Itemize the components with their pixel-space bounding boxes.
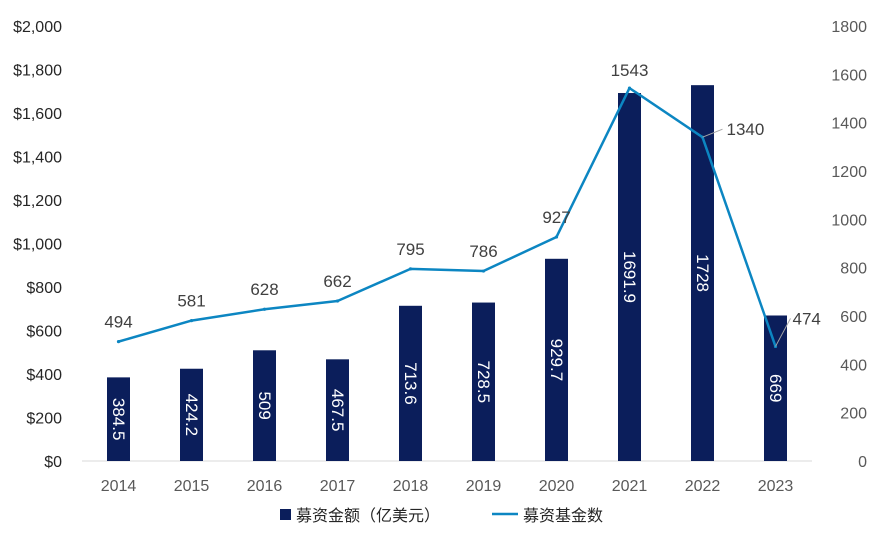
axes: $0 $200 $400 $600 $800 $1,000 $1,200 $1,400 $1,6… — [13, 19, 867, 495]
x-tick-label: 2014 — [101, 478, 137, 495]
bar — [107, 377, 130, 461]
line-point — [408, 267, 413, 271]
bar-data-label: 713.6 — [401, 362, 420, 405]
y-left-tick-label: $600 — [26, 324, 62, 341]
x-tick-label: 2019 — [466, 478, 502, 495]
y-right-tick-label: 1400 — [831, 116, 867, 133]
line-series-path — [118, 86, 777, 347]
bar-series — [107, 85, 787, 461]
bar-data-label: 384.5 — [109, 398, 128, 441]
y-left-tick-label: $0 — [44, 454, 62, 471]
bar-data-label: 424.2 — [182, 394, 201, 437]
y-right-tick-label: 1800 — [831, 19, 867, 36]
y-left-tick-label: $2,000 — [13, 19, 62, 36]
y-right-tick-label: 1600 — [831, 67, 867, 84]
bar-data-label: 509 — [255, 391, 274, 419]
y-left-tick-label: $400 — [26, 367, 62, 384]
line-point — [116, 340, 121, 344]
line-data-label: 1543 — [611, 61, 649, 80]
x-tick-label: 2020 — [539, 478, 575, 495]
line-point — [335, 299, 340, 303]
line-point — [627, 86, 632, 90]
y-left-tick-label: $800 — [26, 280, 62, 297]
line-data-label: 662 — [323, 272, 351, 291]
x-tick-label: 2022 — [685, 478, 721, 495]
bar-data-label: 1691.9 — [620, 251, 639, 303]
bar — [472, 302, 495, 461]
bar-data-label: 929.7 — [547, 339, 566, 382]
bar-data-label: 728.5 — [474, 361, 493, 404]
y-right-tick-label: 200 — [840, 406, 867, 423]
label-leader-line — [702, 128, 723, 138]
y-right-tick-label: 800 — [840, 261, 867, 278]
y-left-tick-label: $1,200 — [13, 193, 62, 210]
bar-data-label: 467.5 — [328, 389, 347, 432]
line-series — [116, 86, 778, 349]
y-right-tick-label: 1000 — [831, 212, 867, 229]
line-point — [189, 318, 194, 323]
data-labels: 384.5 424.2 509 467.5 713.6 728.5 929.7 1691.9 1… — [104, 61, 821, 440]
label-leader-line — [775, 318, 791, 347]
legend-label-bar: 募资金额（亿美元） — [296, 507, 440, 525]
line-data-label: 581 — [177, 292, 205, 311]
line-data-label: 927 — [542, 208, 570, 227]
y-left-tick-label: $1,800 — [13, 63, 62, 80]
bar-data-label: 1728 — [693, 254, 712, 292]
bar-data-label: 669 — [766, 374, 785, 402]
x-tick-label: 2021 — [612, 478, 648, 495]
x-tick-label: 2016 — [247, 478, 283, 495]
legend-swatch-bar — [280, 509, 291, 520]
x-tick-label: 2018 — [393, 478, 429, 495]
line-point — [481, 269, 486, 273]
y-right-tick-label: 600 — [840, 309, 867, 326]
x-tick-label: 2023 — [758, 478, 794, 495]
bar — [399, 305, 422, 461]
line-data-label: 786 — [469, 242, 497, 261]
y-left-tick-label: $1,400 — [13, 150, 62, 167]
line-point — [262, 307, 267, 311]
legend-label-line: 募资基金数 — [523, 507, 603, 525]
bar — [253, 350, 276, 461]
y-right-tick-label: 400 — [840, 357, 867, 374]
bar — [545, 258, 568, 461]
line-data-label: 1340 — [727, 120, 765, 139]
line-data-label: 628 — [250, 280, 278, 299]
y-left-tick-label: $1,000 — [13, 237, 62, 254]
bar — [691, 85, 714, 461]
bar — [180, 368, 203, 461]
legend: 募资金额（亿美元） 募资基金数 — [280, 507, 603, 525]
y-right-tick-label: 0 — [858, 454, 867, 471]
x-tick-label: 2015 — [174, 478, 210, 495]
line-data-label: 795 — [396, 240, 424, 259]
y-right-tick-label: 1200 — [831, 164, 867, 181]
bar — [326, 359, 349, 461]
line-data-label: 474 — [793, 309, 821, 328]
bar — [618, 93, 641, 461]
bar — [764, 315, 787, 461]
y-left-tick-label: $1,600 — [13, 106, 62, 123]
line-point — [554, 235, 559, 239]
line-data-label: 494 — [104, 313, 132, 332]
y-left-tick-label: $200 — [26, 411, 62, 428]
x-tick-label: 2017 — [320, 478, 356, 495]
